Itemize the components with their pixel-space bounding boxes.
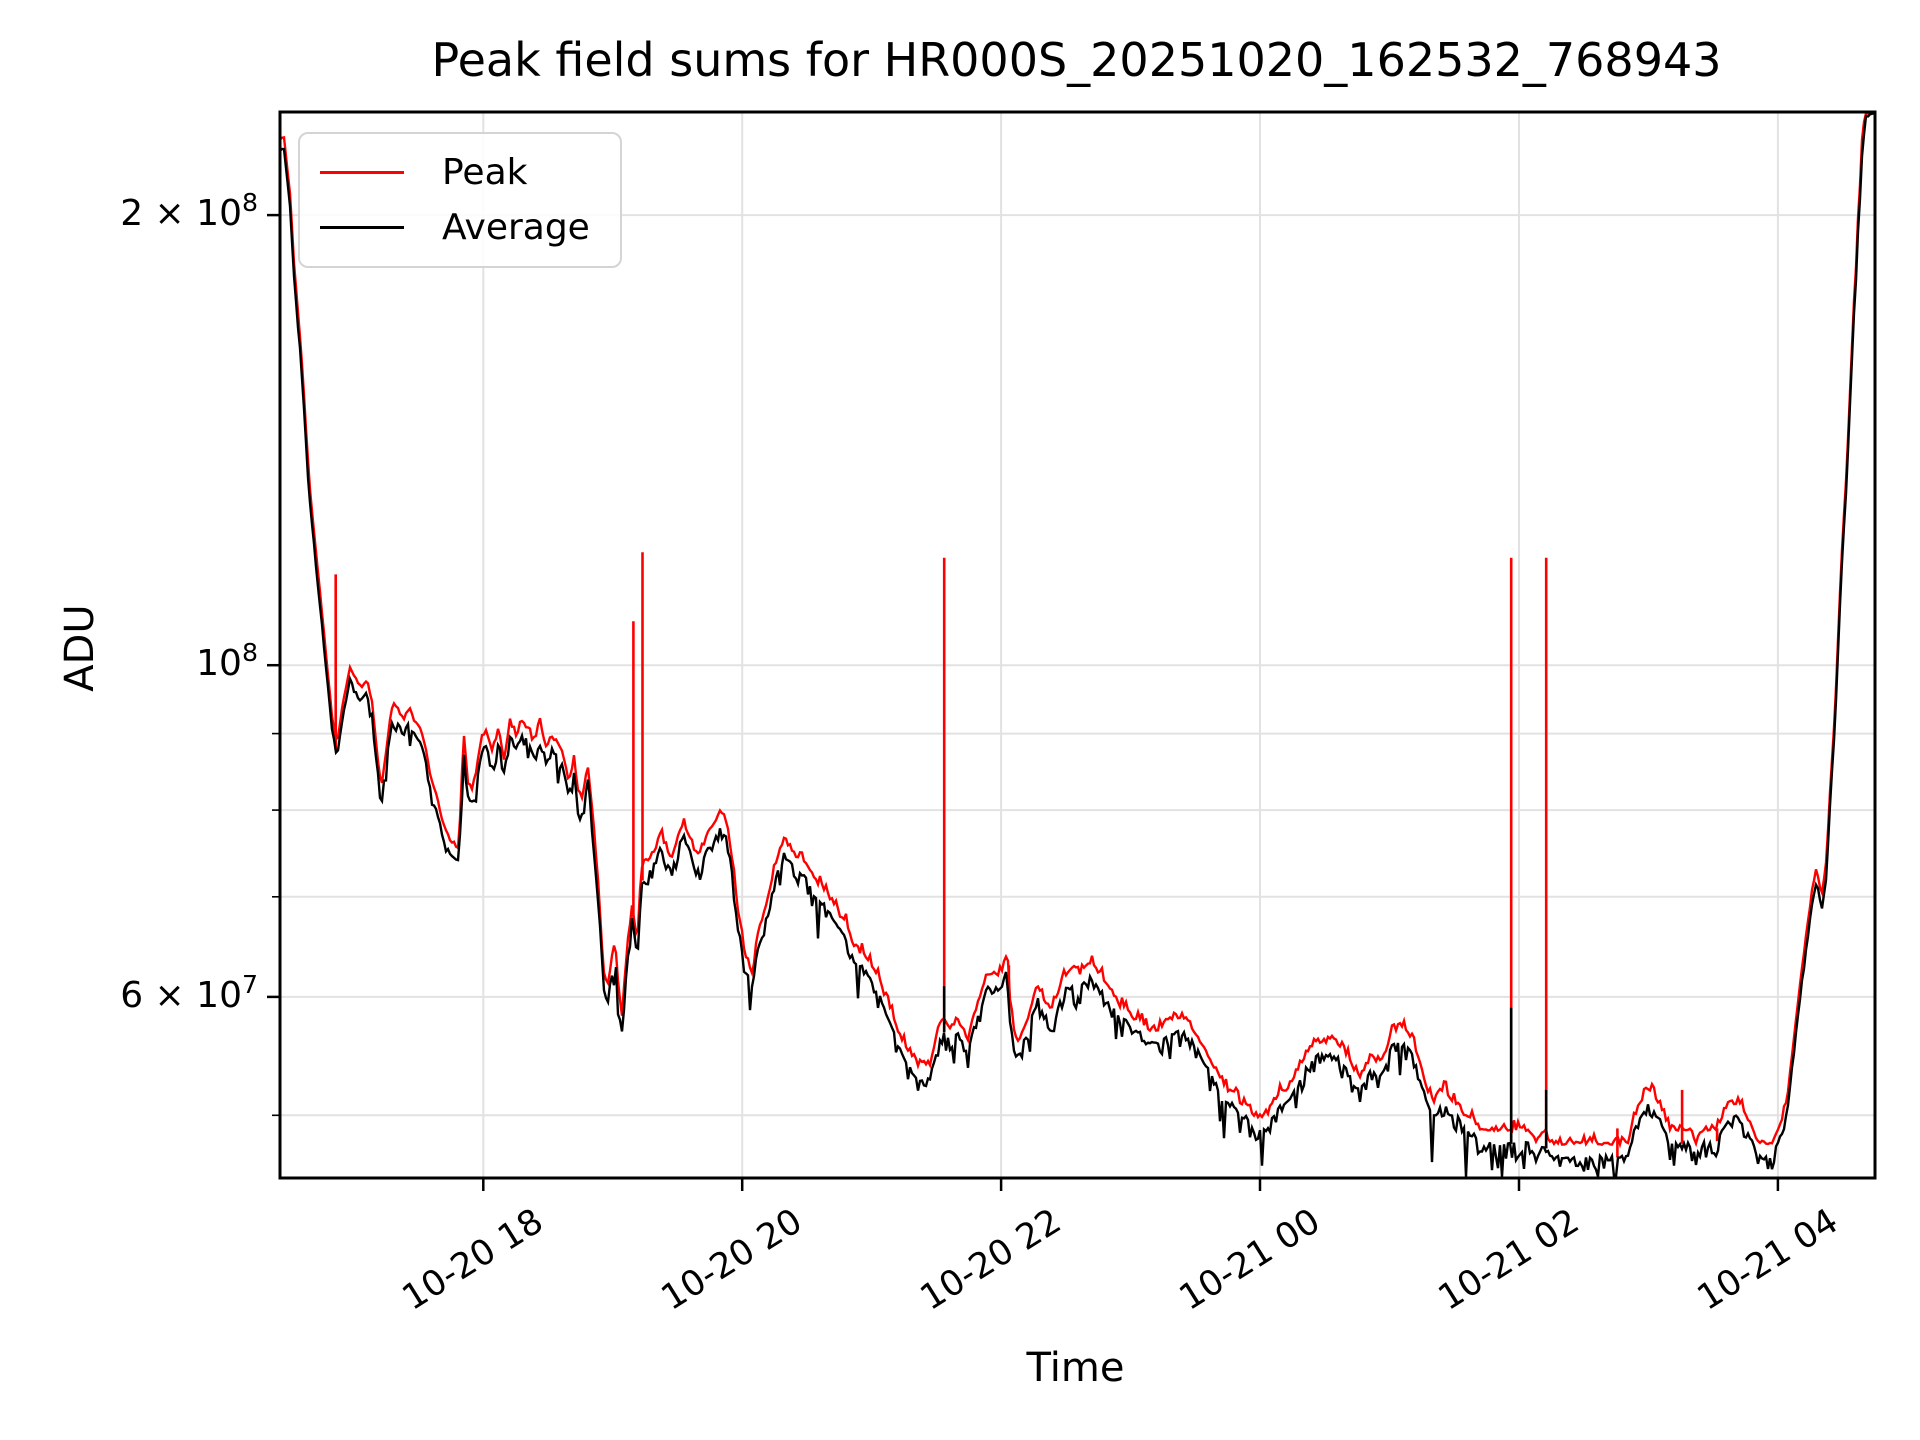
peak-series-line [280,112,1874,1149]
y-tick-label-1e8: 108 [196,638,258,684]
y-tick-exponent: 8 [241,638,258,668]
y-tick-label-6e7: 6 × 107 [120,970,258,1016]
y-tick-label-2e8: 2 × 108 [120,188,258,234]
axes-border [278,110,1877,1180]
legend-label-average: Average [442,207,590,248]
y-tick-exponent: 8 [241,188,258,218]
legend-entry-peak: Peak [320,152,620,193]
tick-marks [267,213,1780,1191]
peak-line-sample-icon [320,171,404,174]
legend-entry-average: Average [320,207,620,248]
chart-title: Peak field sums for HR000S_20251020_1625… [431,33,1722,87]
gridlines [280,112,1875,1178]
average-line-sample-icon [320,226,404,229]
average-series-line [280,112,1875,1178]
legend: Peak Average [298,132,622,268]
y-tick-exponent: 7 [241,970,258,1000]
x-axis-label: Time [1026,1345,1125,1391]
legend-label-peak: Peak [442,152,528,193]
